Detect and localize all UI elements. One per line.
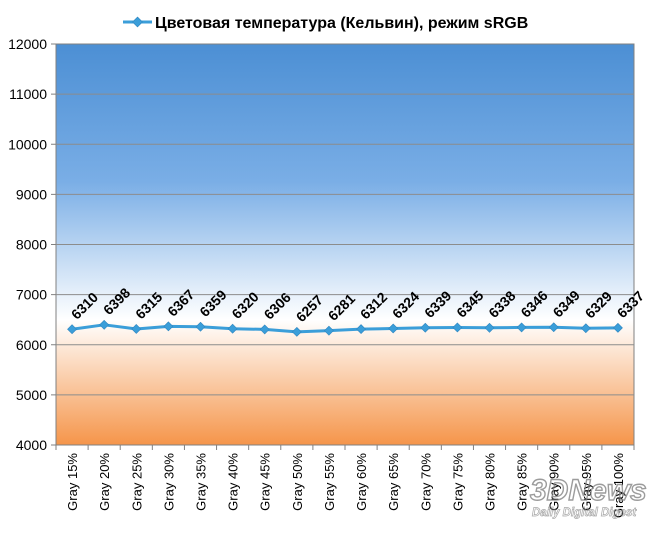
data-point — [516, 322, 527, 333]
data-point — [131, 324, 142, 334]
y-tick-label: 8000 — [16, 237, 47, 253]
data-point — [484, 322, 495, 333]
series-line-group — [67, 319, 623, 337]
data-point — [356, 324, 366, 335]
x-tick-label: Gray 95% — [579, 453, 594, 511]
y-tick-label: 12000 — [8, 36, 47, 52]
legend-marker — [132, 16, 143, 28]
watermark-tagline: Daily Digital Digest — [532, 507, 637, 519]
site-logo-watermark: 3DNews Daily Digital Digest — [529, 473, 647, 519]
x-tick-label: Gray 40% — [226, 453, 241, 511]
legend-label: Цветовая температура (Кельвин), режим sR… — [155, 15, 528, 32]
x-tick-label: Gray 20% — [97, 453, 112, 511]
x-tick-label: Gray 15% — [65, 453, 80, 511]
x-tick-label: Gray 75% — [450, 453, 465, 511]
x-tick-label: Gray 70% — [418, 453, 433, 511]
x-tick-label: Gray 90% — [547, 453, 562, 511]
x-tick-label: Gray 50% — [290, 453, 305, 511]
x-tick-label: Gray 30% — [161, 453, 176, 511]
data-point — [388, 323, 399, 334]
x-tick-label: Gray 100% — [611, 453, 626, 518]
y-tick-label: 10000 — [8, 136, 47, 152]
y-tick-label: 7000 — [16, 287, 47, 303]
x-tick-label: Gray 80% — [483, 453, 498, 511]
data-point — [67, 324, 77, 335]
data-point — [420, 322, 431, 333]
data-point — [580, 323, 591, 334]
data-point — [195, 321, 206, 332]
y-axis: 4000 5000 6000 7000 8000 9000 10000 11000 12000 — [8, 36, 56, 453]
x-tick-label: Gray 55% — [322, 453, 337, 511]
x-tick-label: Gray 85% — [515, 453, 530, 511]
data-point — [163, 321, 174, 332]
x-tick-label: Gray 45% — [258, 453, 273, 511]
x-tick-label: Gray 65% — [386, 453, 401, 511]
series-line — [71, 323, 618, 334]
gridlines — [56, 93, 634, 396]
y-tick-label: 5000 — [16, 387, 47, 403]
y-tick-label: 11000 — [9, 86, 47, 102]
data-point — [291, 326, 302, 337]
x-axis: Gray 15% Gray 20% Gray 25% Gray 30% Gray 35%… — [55, 445, 635, 518]
data-point — [227, 323, 238, 334]
x-tick-label: Gray 25% — [129, 453, 144, 511]
data-point — [99, 319, 110, 330]
y-tick-label: 9000 — [16, 186, 47, 202]
watermark-logo: 3DNews — [530, 474, 647, 507]
data-point — [613, 322, 623, 333]
data-point — [324, 325, 334, 336]
legend: Цветовая температура (Кельвин), режим sR… — [123, 15, 528, 32]
x-tick-label: Gray 60% — [354, 453, 369, 511]
y-tick-label: 4000 — [16, 437, 47, 453]
data-point — [548, 322, 559, 333]
x-tick-label: Gray 35% — [194, 453, 209, 511]
y-tick-label: 6000 — [16, 337, 47, 353]
data-point — [259, 324, 270, 335]
data-point — [452, 322, 463, 333]
